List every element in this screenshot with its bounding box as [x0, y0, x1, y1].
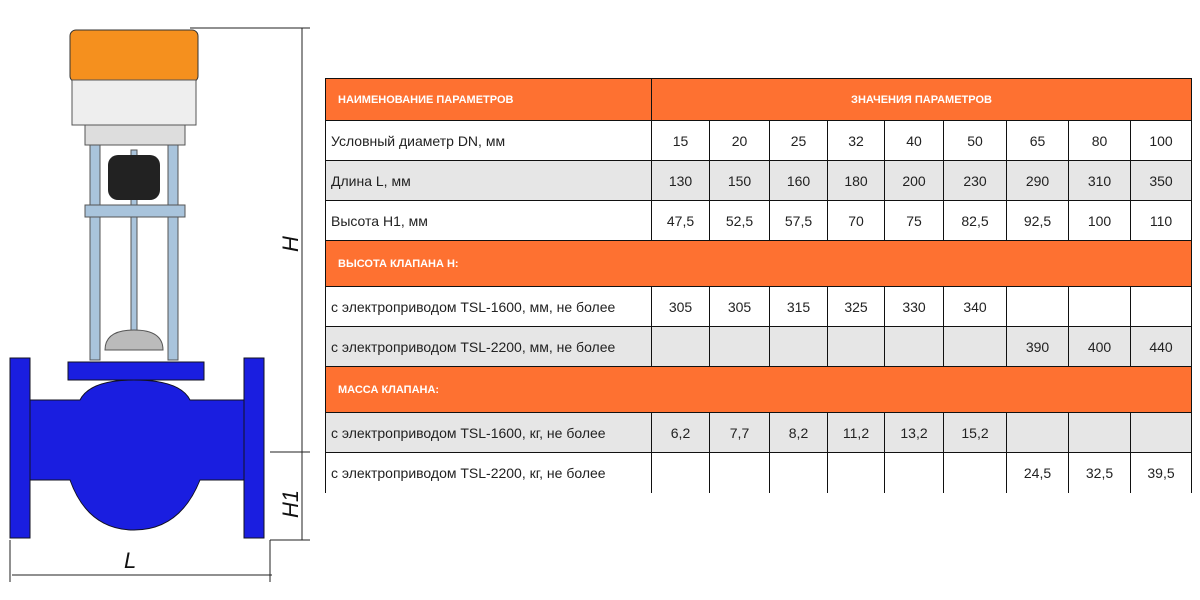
dim-l-label: L — [124, 548, 136, 573]
row-value — [1006, 286, 1069, 327]
yoke — [84, 144, 186, 361]
dim-h-label: H — [278, 236, 303, 252]
dim-h1-label: H1 — [278, 490, 303, 518]
section-valve-height-label: ВЫСОТА КЛАПАНА H: — [324, 240, 1193, 287]
row-value: 24,5 — [1006, 452, 1069, 493]
row-value — [709, 452, 770, 493]
row-value: 7,7 — [709, 412, 770, 453]
row-value: 305 — [709, 286, 770, 327]
row-value: 400 — [1068, 326, 1131, 367]
row-value: 390 — [1006, 326, 1069, 367]
row-value: 40 — [884, 120, 944, 161]
row-value — [769, 452, 828, 493]
row-value — [709, 326, 770, 367]
row-value: 32,5 — [1068, 452, 1131, 493]
row-label: Длина L, мм — [325, 160, 652, 201]
row-value: 80 — [1068, 120, 1131, 161]
row-label: с электроприводом TSL-2200, мм, не более — [325, 326, 652, 367]
table-header-row: НАИМЕНОВАНИЕ ПАРАМЕТРОВ ЗНАЧЕНИЯ ПАРАМЕТР… — [325, 78, 1193, 121]
row-value: 315 — [769, 286, 828, 327]
table-row: с электроприводом TSL-1600, мм, не более… — [325, 286, 1193, 327]
row-value — [827, 452, 885, 493]
row-value: 110 — [1129, 200, 1193, 241]
row-value: 15 — [651, 120, 710, 161]
row-value: 65 — [1006, 120, 1069, 161]
section-valve-mass-label: МАССА КЛАПАНА: — [324, 366, 1193, 413]
row-value: 130 — [651, 160, 710, 201]
row-value: 8,2 — [769, 412, 828, 453]
row-value — [1006, 412, 1069, 453]
header-parameter-name: НАИМЕНОВАНИЕ ПАРАМЕТРОВ — [325, 78, 652, 121]
row-value: 180 — [827, 160, 885, 201]
row-label: с электроприводом TSL-1600, кг, не более — [325, 412, 652, 453]
row-value — [1068, 412, 1131, 453]
table-row: Длина L, мм 130 150 160 180 200 230 290 310 350 — [325, 160, 1193, 201]
row-label: с электроприводом TSL-2200, кг, не более — [325, 452, 652, 493]
row-value: 92,5 — [1006, 200, 1069, 241]
row-value: 290 — [1006, 160, 1069, 201]
parameters-table: НАИМЕНОВАНИЕ ПАРАМЕТРОВ ЗНАЧЕНИЯ ПАРАМЕТР… — [324, 78, 1193, 493]
row-value: 330 — [884, 286, 944, 327]
row-value: 305 — [651, 286, 710, 327]
dimension-lines — [9, 27, 310, 582]
row-value: 70 — [827, 200, 885, 241]
table-row: с электроприводом TSL-2200, мм, не более… — [325, 326, 1193, 367]
row-value: 11,2 — [827, 412, 885, 453]
row-value: 52,5 — [709, 200, 770, 241]
valve-body — [9, 357, 265, 539]
row-value: 350 — [1129, 160, 1193, 201]
section-valve-height: ВЫСОТА КЛАПАНА H: — [324, 240, 1193, 287]
row-value — [827, 326, 885, 367]
row-value: 82,5 — [943, 200, 1007, 241]
header-parameter-values: ЗНАЧЕНИЯ ПАРАМЕТРОВ — [650, 78, 1193, 121]
row-label: с электроприводом TSL-1600, мм, не более — [325, 286, 652, 327]
row-label: Условный диаметр DN, мм — [325, 120, 652, 161]
table-row: Условный диаметр DN, мм 15 20 25 32 40 50 65 80 1… — [325, 120, 1193, 161]
table-row: с электроприводом TSL-2200, кг, не более… — [325, 452, 1193, 493]
row-value: 15,2 — [943, 412, 1007, 453]
row-value — [884, 452, 944, 493]
row-value: 39,5 — [1129, 452, 1193, 493]
row-value: 440 — [1129, 326, 1193, 367]
row-value: 75 — [884, 200, 944, 241]
row-value — [1129, 412, 1193, 453]
row-label: Высота H1, мм — [325, 200, 652, 241]
row-value: 325 — [827, 286, 885, 327]
row-value: 100 — [1068, 200, 1131, 241]
table-row: с электроприводом TSL-1600, кг, не более… — [325, 412, 1193, 453]
row-value: 6,2 — [651, 412, 710, 453]
row-value: 340 — [943, 286, 1007, 327]
row-value — [1129, 286, 1193, 327]
row-value: 200 — [884, 160, 944, 201]
row-value: 25 — [769, 120, 828, 161]
row-value: 230 — [943, 160, 1007, 201]
row-value — [943, 452, 1007, 493]
row-value — [651, 326, 710, 367]
row-value: 160 — [769, 160, 828, 201]
row-value: 100 — [1129, 120, 1193, 161]
row-value: 13,2 — [884, 412, 944, 453]
row-value — [651, 452, 710, 493]
valve-drawing: H H1 L — [9, 27, 310, 582]
row-value — [769, 326, 828, 367]
row-value — [1068, 286, 1131, 327]
row-value: 310 — [1068, 160, 1131, 201]
row-value: 57,5 — [769, 200, 828, 241]
row-value: 150 — [709, 160, 770, 201]
row-value: 20 — [709, 120, 770, 161]
table-row: Высота H1, мм 47,5 52,5 57,5 70 75 82,5 92,5 100… — [325, 200, 1193, 241]
section-valve-mass: МАССА КЛАПАНА: — [324, 366, 1193, 413]
row-value — [884, 326, 944, 367]
row-value — [943, 326, 1007, 367]
row-value: 32 — [827, 120, 885, 161]
row-value: 50 — [943, 120, 1007, 161]
actuator — [69, 29, 199, 146]
row-value: 47,5 — [651, 200, 710, 241]
